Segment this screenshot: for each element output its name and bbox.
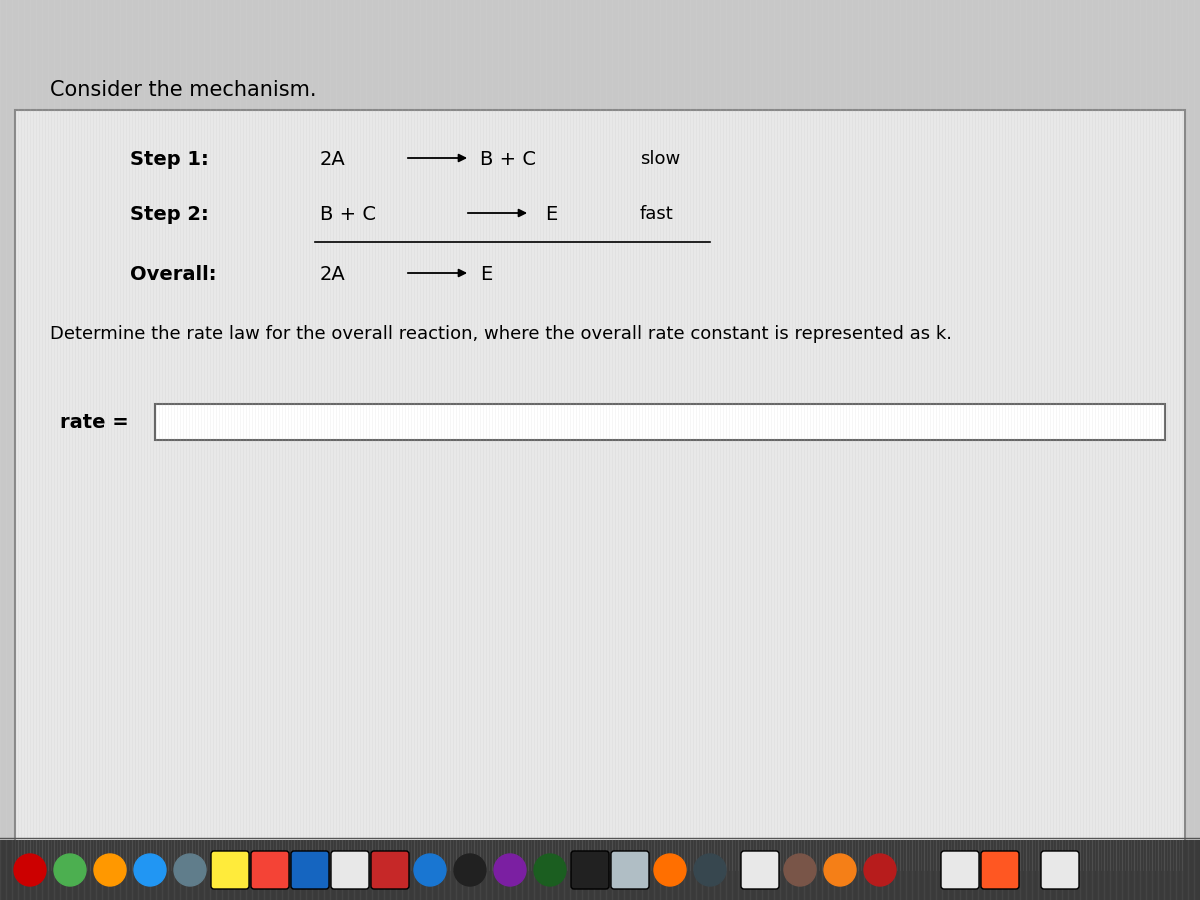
Text: Determine the rate law for the overall reaction, where the overall rate constant: Determine the rate law for the overall r… <box>50 325 952 343</box>
Circle shape <box>454 854 486 886</box>
FancyBboxPatch shape <box>611 851 649 889</box>
Bar <box>155 404 1165 440</box>
FancyBboxPatch shape <box>331 851 370 889</box>
Text: B + C: B + C <box>320 205 376 224</box>
Circle shape <box>414 854 446 886</box>
FancyBboxPatch shape <box>982 851 1019 889</box>
Circle shape <box>134 854 166 886</box>
Text: E: E <box>545 205 557 224</box>
FancyBboxPatch shape <box>251 851 289 889</box>
Text: fast: fast <box>640 205 673 223</box>
FancyBboxPatch shape <box>941 851 979 889</box>
Text: Overall:: Overall: <box>130 265 216 284</box>
FancyBboxPatch shape <box>1042 851 1079 889</box>
Text: 2A: 2A <box>320 265 346 284</box>
Text: 2A: 2A <box>320 150 346 169</box>
Circle shape <box>494 854 526 886</box>
FancyBboxPatch shape <box>742 851 779 889</box>
Text: Consider the mechanism.: Consider the mechanism. <box>50 80 317 100</box>
Circle shape <box>784 854 816 886</box>
Circle shape <box>824 854 856 886</box>
FancyBboxPatch shape <box>211 851 250 889</box>
Text: E: E <box>480 265 492 284</box>
Bar <box>0 840 1200 900</box>
Text: B + C: B + C <box>480 150 536 169</box>
Circle shape <box>864 854 896 886</box>
Bar <box>14 110 1186 870</box>
FancyBboxPatch shape <box>571 851 610 889</box>
Text: rate =: rate = <box>60 412 128 431</box>
Circle shape <box>174 854 206 886</box>
Text: Step 1:: Step 1: <box>130 150 209 169</box>
Text: Step 2:: Step 2: <box>130 205 209 224</box>
Circle shape <box>694 854 726 886</box>
FancyBboxPatch shape <box>292 851 329 889</box>
Circle shape <box>654 854 686 886</box>
Text: slow: slow <box>640 150 680 168</box>
Circle shape <box>54 854 86 886</box>
Circle shape <box>534 854 566 886</box>
Circle shape <box>94 854 126 886</box>
Circle shape <box>14 854 46 886</box>
FancyBboxPatch shape <box>371 851 409 889</box>
